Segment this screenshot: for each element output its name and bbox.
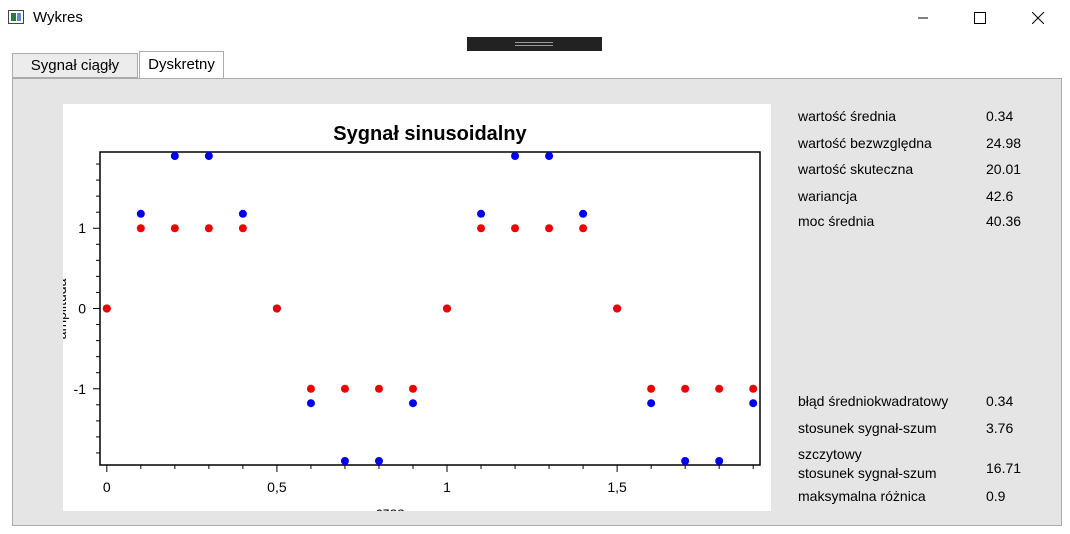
red-data-point	[613, 304, 622, 313]
blue-data-point	[477, 209, 486, 218]
stat-label-rms: wartość skuteczna	[798, 161, 914, 177]
blue-data-point	[204, 152, 213, 161]
stat-value-psnr: 16.71	[986, 460, 1022, 476]
blue-data-point	[374, 456, 383, 465]
tab-discrete[interactable]: Dyskretny	[139, 51, 224, 79]
stat-label-variance: wariancja	[798, 188, 858, 204]
minimize-icon	[918, 17, 928, 19]
red-data-point	[136, 224, 145, 233]
red-data-point	[749, 384, 758, 393]
red-data-point	[681, 384, 690, 393]
blue-data-point	[647, 399, 656, 408]
chart-app-icon	[8, 10, 24, 24]
x-axis-label: czas	[376, 504, 405, 511]
blue-data-point	[306, 399, 315, 408]
stat-value-average-power: 40.36	[986, 213, 1022, 229]
red-data-point	[272, 304, 281, 313]
blue-data-point	[340, 456, 349, 465]
y-axis-label: amplituda	[63, 278, 69, 339]
red-data-point	[306, 384, 315, 393]
red-data-point	[408, 384, 417, 393]
red-data-point	[715, 384, 724, 393]
y-tick-label: -1	[74, 381, 87, 397]
red-data-point	[647, 384, 656, 393]
stat-label-absolute-mean: wartość bezwzględna	[798, 135, 932, 151]
maximize-icon	[974, 12, 986, 24]
blue-data-point	[170, 152, 179, 161]
red-data-point	[170, 224, 179, 233]
red-data-point	[579, 224, 588, 233]
red-data-point	[443, 304, 452, 313]
blue-data-point	[238, 209, 247, 218]
red-data-point	[511, 224, 520, 233]
red-data-point	[204, 224, 213, 233]
tab-continuous-signal[interactable]: Sygnał ciągły	[12, 53, 138, 78]
chart-area: Sygnał sinusoidalny czas amplituda 0 0,5 1…	[53, 104, 771, 520]
x-tick-label: 1	[443, 479, 451, 495]
stat-label-psnr-line2: stosunek sygnał-szum	[798, 465, 937, 481]
title-bar: Wykres	[0, 0, 1070, 36]
stat-label-snr: stosunek sygnał-szum	[798, 420, 937, 436]
y-tick-label: 1	[78, 220, 86, 236]
stat-label-psnr-line1: szczytowy	[798, 446, 862, 462]
stat-value-max-diff: 0.9	[986, 488, 1006, 504]
plot-frame	[99, 151, 761, 466]
x-tick-label: 0	[103, 479, 111, 495]
scatter-chart: Sygnał sinusoidalny czas amplituda 0 0,5 1…	[53, 123, 761, 520]
blue-data-point	[511, 152, 520, 161]
stat-value-snr: 3.76	[986, 420, 1014, 436]
red-data-point	[477, 224, 486, 233]
close-icon	[1032, 12, 1044, 24]
red-data-point	[340, 384, 349, 393]
drag-handle[interactable]	[467, 37, 602, 51]
y-tick-label: 0	[78, 301, 86, 317]
window-title: Wykres	[33, 9, 83, 26]
maximize-button[interactable]	[957, 0, 1003, 36]
red-data-point	[102, 304, 111, 313]
blue-data-point	[545, 152, 554, 161]
red-data-point	[545, 224, 554, 233]
stat-label-max-diff: maksymalna różnica	[798, 488, 926, 504]
blue-data-point	[749, 399, 758, 408]
x-tick-label: 1,5	[607, 479, 627, 495]
red-data-point	[374, 384, 383, 393]
blue-data-point	[408, 399, 417, 408]
blue-data-point	[681, 456, 690, 465]
stat-value-mean: 0.34	[986, 108, 1014, 124]
blue-data-point	[715, 456, 724, 465]
stat-value-mse: 0.34	[986, 393, 1014, 409]
close-button[interactable]	[1015, 0, 1061, 36]
red-data-point	[238, 224, 247, 233]
blue-data-point	[579, 209, 588, 218]
blue-data-point	[136, 209, 145, 218]
stat-label-mse: błąd średniokwadratowy	[798, 393, 949, 409]
stat-value-absolute-mean: 24.98	[986, 135, 1022, 151]
stat-value-variance: 42.6	[986, 188, 1014, 204]
chart-title: Sygnał sinusoidalny	[333, 123, 527, 145]
stat-value-rms: 20.01	[986, 161, 1022, 177]
stat-label-average-power: moc średnia	[798, 213, 875, 229]
minimize-button[interactable]	[900, 0, 946, 36]
x-tick-label: 0,5	[267, 479, 287, 495]
stat-label-mean: wartość średnia	[798, 108, 897, 124]
